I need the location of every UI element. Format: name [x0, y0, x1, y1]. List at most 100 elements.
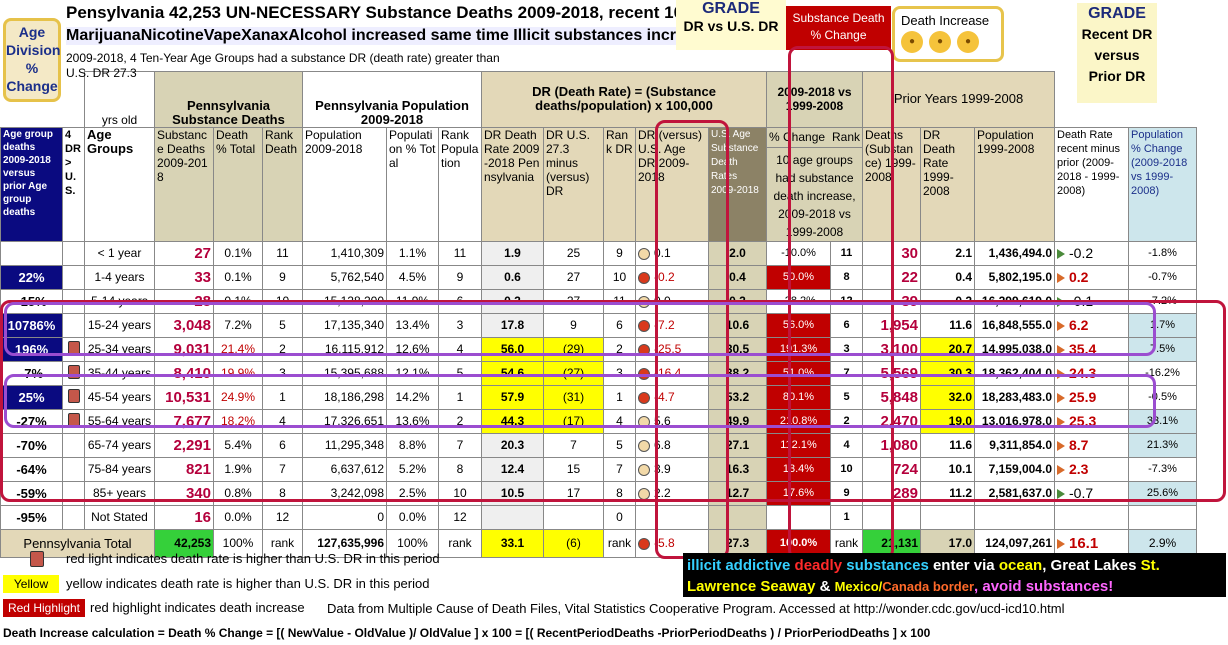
- recent-minus-prior-cell: 25.9: [1054, 384, 1129, 410]
- pop-change: 1.7%: [1128, 312, 1197, 338]
- traffic-light-icon: [638, 367, 650, 380]
- table-row: -95% Not Stated 16 0.0% 12 0 0.0% 12 0 1: [0, 504, 1197, 530]
- dr-us: (27): [543, 360, 604, 386]
- pop-change: 33.1%: [1128, 408, 1197, 434]
- total-recent: 16.1: [1069, 534, 1099, 552]
- grade-label-2: GRADE: [1088, 5, 1146, 22]
- rank-dr: 8: [603, 480, 636, 506]
- prior-deaths: 289: [862, 480, 921, 506]
- prior-years-header: Prior Years 1999-2008: [862, 70, 1055, 128]
- pop-pct: 14.2%: [386, 384, 439, 410]
- total-vs-cell: -5.8: [635, 528, 709, 558]
- population: 15,128,200: [302, 288, 387, 314]
- recent-minus-prior: 35.4: [1069, 341, 1097, 357]
- prior-dr: 10.1: [920, 456, 975, 482]
- pct-change: [766, 504, 831, 530]
- flag-icon: [1057, 538, 1065, 549]
- rank-pop: 10: [438, 480, 482, 506]
- age-group-deaths-header: Age group deaths 2009-2018 versus prior …: [0, 126, 63, 242]
- recent-minus-prior: 2.3: [1069, 461, 1089, 477]
- prior-dr: 11.2: [920, 480, 975, 506]
- rank-death: 3: [262, 360, 303, 386]
- prior-dr: [920, 504, 975, 530]
- pct-change: -28.2%: [766, 288, 831, 314]
- dr-pa-header: DR Death Rate 2009-2018 Pennsylvania: [481, 126, 544, 242]
- death-pct-header: Death % Total: [213, 126, 263, 242]
- age-division-pct: -70%: [0, 432, 63, 458]
- flag-icon: [1057, 441, 1065, 452]
- banner-w7: St. Lawrence Seaway: [687, 557, 1160, 595]
- age-division-pct: -15%: [0, 288, 63, 314]
- age-division-pct: 10786%: [0, 312, 63, 338]
- banner-w5: ocean: [998, 557, 1043, 574]
- prior-deaths: 22: [862, 264, 921, 290]
- rank-change: 3: [830, 336, 863, 362]
- dr-vs-us: 0.1: [654, 246, 671, 260]
- recent-minus-prior-cell: 35.4: [1054, 336, 1129, 362]
- prior-dr: 32.0: [920, 384, 975, 410]
- prior-deaths: 5,848: [862, 384, 921, 410]
- age-division-box: Age Division % Change: [3, 18, 61, 102]
- death-increase-label: Death Increase: [901, 13, 990, 28]
- population: 1,410,309: [302, 240, 387, 266]
- dr-us: 27: [543, 264, 604, 290]
- flag-icon: [1057, 297, 1065, 308]
- table-row: < 1 year 27 0.1% 11 1,410,309 1.1% 11 1.9 25 9 0.1…: [0, 240, 1197, 266]
- rank-death: 9: [262, 264, 303, 290]
- age-division-pct: 196%: [0, 336, 63, 362]
- us-age-dr: 12.7: [708, 480, 767, 506]
- prior-deaths: 1,080: [862, 432, 921, 458]
- rank-change: 1: [830, 504, 863, 530]
- pop-pct: 11.9%: [386, 288, 439, 314]
- dr-pa: 10.5: [481, 480, 544, 506]
- total-prior-pop: 124,097,261: [974, 528, 1055, 558]
- rank-dr: 10: [603, 264, 636, 290]
- dr-vs-us: 3.9: [654, 462, 671, 476]
- pop-change: -1.8%: [1128, 240, 1197, 266]
- page-title: Pensylvania 42,253 UN-NECESSARY Substanc…: [66, 3, 733, 22]
- population: 5,762,540: [302, 264, 387, 290]
- dr-gt-us-cell: [62, 264, 85, 290]
- prior-population: 7,159,004.0: [974, 456, 1055, 482]
- flag-icon: [1057, 345, 1065, 356]
- rank-dr: 5: [603, 432, 636, 458]
- rank-change: 12: [830, 288, 863, 314]
- grade-line-3: versus: [1094, 47, 1140, 63]
- population: 16,115,912: [302, 336, 387, 362]
- substance-deaths: 8,410: [154, 360, 214, 386]
- dr-vs-us-cell: -4.7: [635, 384, 709, 410]
- dr-gt-us-cell: [62, 360, 85, 386]
- prior-population: 9,311,854.0: [974, 432, 1055, 458]
- rank-death: 11: [262, 240, 303, 266]
- total-us: (6): [543, 528, 604, 558]
- age-division-pct: -7%: [0, 360, 63, 386]
- total-vs: -5.8: [654, 536, 675, 550]
- substance-deaths: 9,031: [154, 336, 214, 362]
- rank-change: 6: [830, 312, 863, 338]
- banner-w6: , Great Lakes: [1042, 557, 1141, 574]
- us-age-dr: 0.4: [708, 264, 767, 290]
- grade-line-2: Recent DR: [1081, 26, 1153, 42]
- data-source: Data from Multiple Cause of Death Files,…: [327, 601, 1065, 616]
- dr-us: 25: [543, 240, 604, 266]
- pop-pct-header: Population % Total: [386, 126, 439, 242]
- rank-pop: 8: [438, 456, 482, 482]
- population-header: Population 2009-2018: [302, 126, 387, 242]
- dr-vs-us: -4.7: [654, 390, 675, 404]
- rank-change: 10: [830, 456, 863, 482]
- pop-change: 21.3%: [1128, 432, 1197, 458]
- dr-vs-us: 6.8: [654, 438, 671, 452]
- pct-change: 191.3%: [766, 336, 831, 362]
- banner-w2: deadly: [794, 557, 843, 574]
- prior-deaths: 2,470: [862, 408, 921, 434]
- recent-minus-prior: 25.3: [1069, 413, 1097, 429]
- population: 15,395,688: [302, 360, 387, 386]
- rank-death-header: Rank Death: [262, 126, 303, 242]
- rank-death: 8: [262, 480, 303, 506]
- flag-icon: [1057, 489, 1065, 500]
- pop-change: -0.7%: [1128, 264, 1197, 290]
- dr-vs-us: -25.5: [654, 342, 682, 356]
- population: 17,326,651: [302, 408, 387, 434]
- prior-dr: 11.6: [920, 432, 975, 458]
- substance-deaths: 33: [154, 264, 214, 290]
